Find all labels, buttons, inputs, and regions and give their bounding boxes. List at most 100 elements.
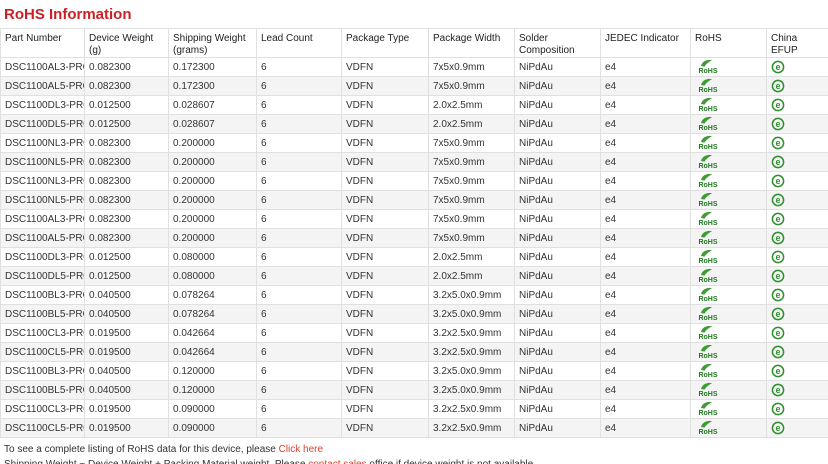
svg-text:RoHS: RoHS: [698, 144, 717, 151]
rohs-cell: RoHS: [690, 190, 767, 210]
solder-composition-cell: NiPdAu: [514, 342, 601, 362]
svg-text:RoHS: RoHS: [698, 239, 717, 246]
shipping-weight-cell: 0.172300: [168, 57, 257, 77]
svg-text:RoHS: RoHS: [698, 315, 717, 322]
china-efup-cell: e: [766, 228, 828, 248]
package-width-cell: 2.0x2.5mm: [428, 247, 515, 267]
lead-count-cell: 6: [256, 304, 342, 324]
click-here-link[interactable]: Click here: [278, 444, 324, 455]
package-type-cell: VDFN: [341, 171, 429, 191]
table-row: DSC1100BL5-PROGT 0.040500 0.120000 6 VDF…: [0, 380, 828, 400]
rohs-compliant-leaf-icon: RoHS: [698, 211, 718, 227]
rohs-cell: RoHS: [690, 266, 767, 286]
rohs-compliant-leaf-icon: RoHS: [698, 344, 718, 360]
svg-text:e: e: [775, 423, 780, 433]
svg-text:RoHS: RoHS: [698, 220, 717, 227]
rohs-table-body: DSC1100AL3-PROG 0.082300 0.172300 6 VDFN…: [0, 57, 828, 438]
jedec-indicator-cell: e4: [600, 418, 691, 438]
china-efup-cell: e: [766, 304, 828, 324]
solder-composition-cell: NiPdAu: [514, 171, 601, 191]
jedec-indicator-cell: e4: [600, 57, 691, 77]
package-width-cell: 2.0x2.5mm: [428, 95, 515, 115]
rohs-cell: RoHS: [690, 418, 767, 438]
china-efup-cell: e: [766, 323, 828, 343]
china-efup-cell: e: [766, 152, 828, 172]
svg-text:e: e: [775, 119, 780, 129]
package-type-cell: VDFN: [341, 133, 429, 153]
device-weight-cell: 0.040500: [84, 380, 169, 400]
rohs-cell: RoHS: [690, 304, 767, 324]
package-width-cell: 3.2x2.5x0.9mm: [428, 323, 515, 343]
shipping-weight-cell: 0.172300: [168, 76, 257, 96]
rohs-table: Part Number Device Weight (g) Shipping W…: [0, 28, 828, 438]
contact-sales-link[interactable]: contact sales: [308, 458, 367, 464]
table-row: DSC1100BL5-PROG 0.040500 0.078264 6 VDFN…: [0, 304, 828, 324]
svg-text:RoHS: RoHS: [698, 182, 717, 189]
svg-text:e: e: [775, 100, 780, 110]
lead-count-cell: 6: [256, 76, 342, 96]
rohs-cell: RoHS: [690, 228, 767, 248]
part-number-cell: DSC1100AL3-PROGT: [0, 209, 85, 229]
jedec-indicator-cell: e4: [600, 247, 691, 267]
device-weight-cell: 0.082300: [84, 76, 169, 96]
solder-composition-cell: NiPdAu: [514, 380, 601, 400]
rohs-cell: RoHS: [690, 285, 767, 305]
svg-text:e: e: [775, 290, 780, 300]
device-weight-cell: 0.019500: [84, 399, 169, 419]
solder-composition-cell: NiPdAu: [514, 209, 601, 229]
part-number-cell: DSC1100DL3-PROG: [0, 95, 85, 115]
rohs-compliant-leaf-icon: RoHS: [698, 268, 718, 284]
shipping-weight-cell: 0.080000: [168, 247, 257, 267]
jedec-indicator-cell: e4: [600, 228, 691, 248]
part-number-cell: DSC1100CL3-PROGT: [0, 399, 85, 419]
lead-count-cell: 6: [256, 266, 342, 286]
device-weight-cell: 0.019500: [84, 418, 169, 438]
rohs-cell: RoHS: [690, 152, 767, 172]
rohs-compliant-leaf-icon: RoHS: [698, 192, 718, 208]
device-weight-cell: 0.012500: [84, 114, 169, 134]
lead-count-cell: 6: [256, 228, 342, 248]
package-type-cell: VDFN: [341, 95, 429, 115]
jedec-indicator-cell: e4: [600, 304, 691, 324]
package-width-cell: 7x5x0.9mm: [428, 209, 515, 229]
lead-count-cell: 6: [256, 285, 342, 305]
svg-text:e: e: [775, 309, 780, 319]
table-row: DSC1100DL3-PROG 0.012500 0.028607 6 VDFN…: [0, 95, 828, 115]
china-efup-cell: e: [766, 380, 828, 400]
solder-composition-cell: NiPdAu: [514, 76, 601, 96]
solder-composition-cell: NiPdAu: [514, 361, 601, 381]
footer-line1-text: To see a complete listing of RoHS data f…: [4, 444, 279, 455]
package-width-cell: 7x5x0.9mm: [428, 76, 515, 96]
rohs-cell: RoHS: [690, 247, 767, 267]
footer-line2-text: Shipping Weight ~ Device Weight + Packin…: [4, 458, 309, 464]
svg-text:RoHS: RoHS: [698, 87, 717, 94]
jedec-indicator-cell: e4: [600, 285, 691, 305]
part-number-cell: DSC1100AL5-PROG: [0, 76, 85, 96]
china-efup-cell: e: [766, 342, 828, 362]
rohs-cell: RoHS: [690, 323, 767, 343]
china-efup-cell: e: [766, 266, 828, 286]
lead-count-cell: 6: [256, 171, 342, 191]
svg-text:e: e: [775, 366, 780, 376]
solder-composition-cell: NiPdAu: [514, 133, 601, 153]
shipping-weight-cell: 0.090000: [168, 399, 257, 419]
column-header-lead-count: Lead Count: [256, 28, 342, 58]
jedec-indicator-cell: e4: [600, 114, 691, 134]
svg-text:e: e: [775, 385, 780, 395]
china-efup-e-circle-icon: e: [771, 250, 785, 264]
solder-composition-cell: NiPdAu: [514, 285, 601, 305]
svg-text:e: e: [775, 176, 780, 186]
lead-count-cell: 6: [256, 399, 342, 419]
china-efup-cell: e: [766, 399, 828, 419]
footer-notes: To see a complete listing of RoHS data f…: [0, 438, 828, 464]
table-row: DSC1100CL3-PROGT 0.019500 0.090000 6 VDF…: [0, 399, 828, 419]
rohs-cell: RoHS: [690, 361, 767, 381]
part-number-cell: DSC1100AL5-PROGT: [0, 228, 85, 248]
svg-text:e: e: [775, 252, 780, 262]
svg-text:e: e: [775, 271, 780, 281]
shipping-weight-cell: 0.200000: [168, 152, 257, 172]
solder-composition-cell: NiPdAu: [514, 228, 601, 248]
solder-composition-cell: NiPdAu: [514, 95, 601, 115]
column-header-part-number: Part Number: [0, 28, 85, 58]
